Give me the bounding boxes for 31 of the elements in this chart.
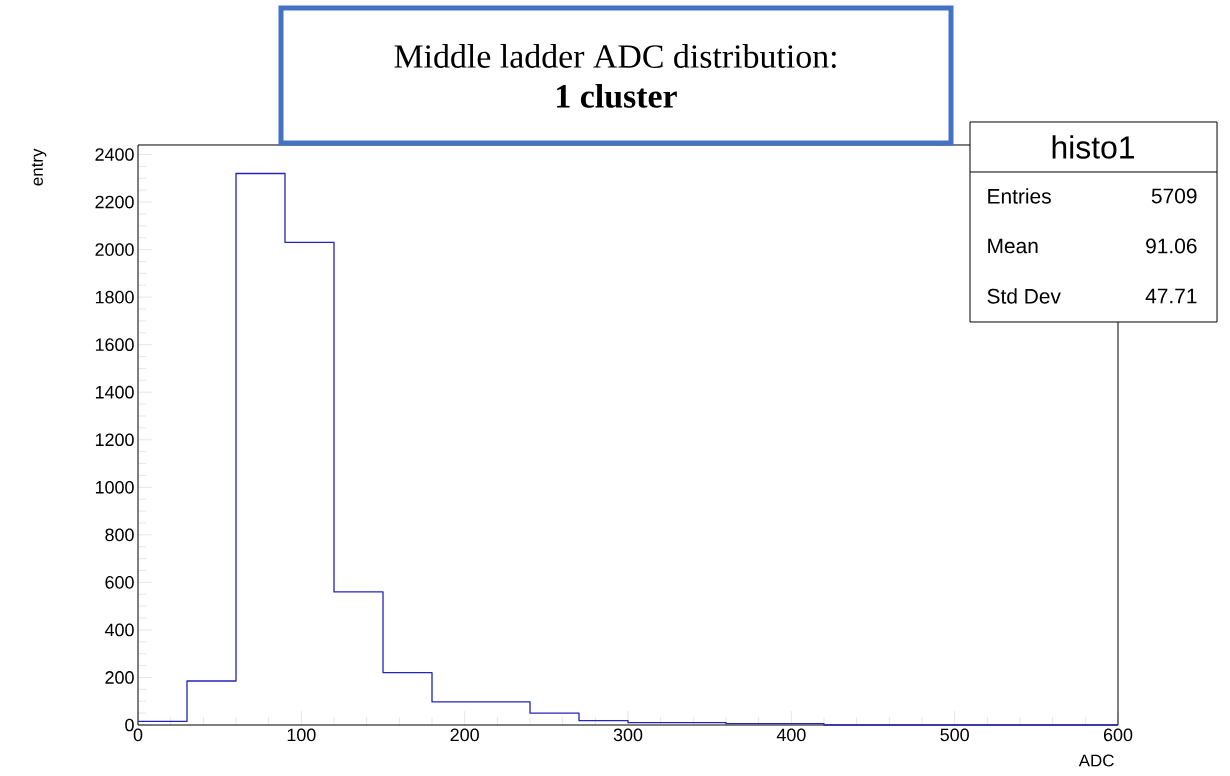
y-tick-label: 600 xyxy=(105,576,134,589)
text: 5709 xyxy=(1151,188,1197,204)
y-tick-label: 200 xyxy=(105,671,134,684)
y-tick-label: 1400 xyxy=(95,385,134,399)
y-tick-label: 2200 xyxy=(95,195,134,209)
x-tick-label: 300 xyxy=(613,728,643,742)
y-tick-label: 2000 xyxy=(95,243,134,256)
annotation: histo1 xyxy=(1052,135,1134,159)
chart-title: Middle ladder ADC distribution: xyxy=(394,44,836,69)
y-tick-label: 1000 xyxy=(95,480,134,494)
x-tick-label: 0 xyxy=(133,728,143,742)
y-axis-title: entry xyxy=(31,148,47,186)
x-axis-title: ADC xyxy=(1078,754,1114,767)
y-tick-label: 800 xyxy=(105,528,134,542)
x-tick-label: 400 xyxy=(776,728,806,742)
text: 91.06 xyxy=(1146,238,1197,254)
y-tick-label: 400 xyxy=(104,623,134,637)
x-tick-label: 100 xyxy=(287,728,316,742)
x-tick-label: 600 xyxy=(1103,728,1133,742)
x-tick-label: 500 xyxy=(940,728,969,742)
text: 47.71 xyxy=(1145,288,1197,304)
y-tick-label: 1800 xyxy=(95,290,134,304)
y-tick-label: 1600 xyxy=(95,338,134,352)
annotation: Std Dev xyxy=(987,288,1061,304)
y-tick-label: 1200 xyxy=(95,433,134,447)
x-tick-label: 200 xyxy=(450,728,479,742)
annotation: Mean xyxy=(988,238,1038,254)
chart-subtitle: 1 cluster xyxy=(557,83,677,108)
annotation: Entries xyxy=(988,188,1051,204)
y-tick-label: 0 xyxy=(125,718,134,732)
y-tick-label: 2400 xyxy=(95,148,134,161)
